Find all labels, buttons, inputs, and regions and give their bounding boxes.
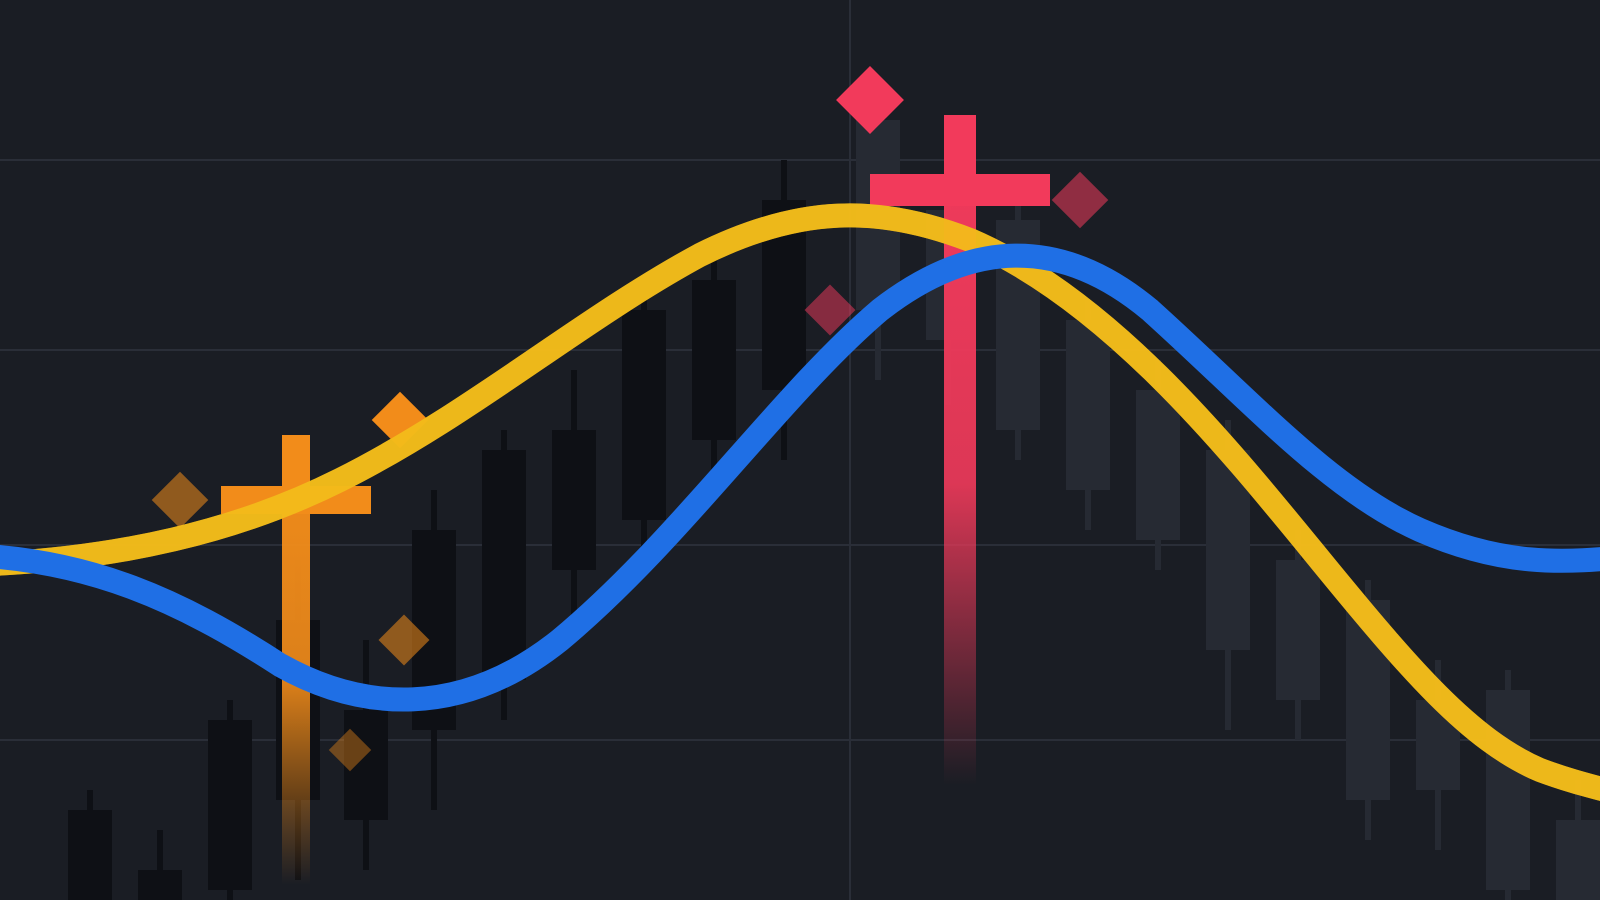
candle-body xyxy=(1556,820,1600,900)
candle-body xyxy=(1276,560,1320,700)
candle-body xyxy=(1136,390,1180,540)
candle-body xyxy=(692,280,736,440)
candle-body xyxy=(482,450,526,680)
candle-body xyxy=(208,720,252,890)
candle-body xyxy=(1486,690,1530,890)
candle-body xyxy=(138,870,182,900)
ma-crossover-infographic xyxy=(0,0,1600,900)
candle-body xyxy=(1066,320,1110,490)
candle-body xyxy=(68,810,112,900)
candle-body xyxy=(622,310,666,520)
candle-body xyxy=(552,430,596,570)
